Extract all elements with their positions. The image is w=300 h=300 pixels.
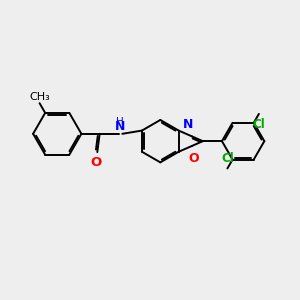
- Text: O: O: [90, 156, 101, 169]
- Text: CH₃: CH₃: [29, 92, 50, 102]
- Text: Cl: Cl: [253, 118, 265, 131]
- Text: O: O: [188, 152, 199, 165]
- Text: N: N: [183, 118, 194, 130]
- Text: Cl: Cl: [221, 152, 234, 165]
- Text: N: N: [115, 120, 125, 133]
- Text: H: H: [116, 117, 124, 127]
